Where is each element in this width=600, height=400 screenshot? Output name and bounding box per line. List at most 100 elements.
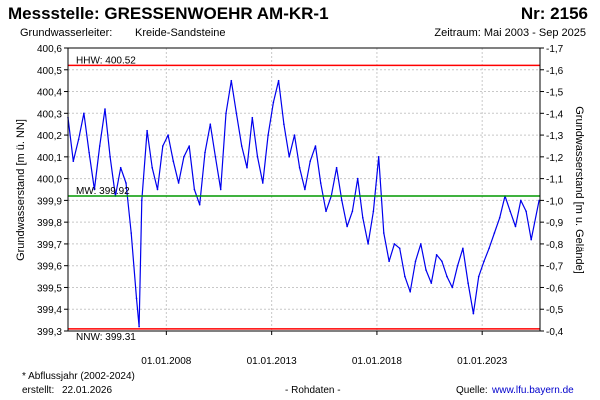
data-point xyxy=(162,145,164,147)
data-point xyxy=(404,275,406,278)
y-tick-label: 399,6 xyxy=(37,262,62,273)
y2-tick-label: -1,1 xyxy=(546,175,564,186)
data-point xyxy=(125,182,127,184)
data-point xyxy=(230,79,233,82)
data-point xyxy=(130,232,132,234)
station-number: Nr: 2156 xyxy=(520,4,588,23)
data-point xyxy=(377,156,380,158)
data-point xyxy=(183,156,185,158)
data-point xyxy=(498,217,501,219)
y-tick-label: 400,6 xyxy=(37,44,62,55)
data-point xyxy=(309,160,312,162)
data-point xyxy=(335,166,338,169)
x-tick-label: 01.01.2023 xyxy=(457,356,507,367)
data-point xyxy=(177,182,180,184)
data-point xyxy=(262,182,264,184)
y2-tick-label: -1,3 xyxy=(546,131,564,142)
data-point xyxy=(393,243,396,245)
data-point xyxy=(441,260,443,263)
data-point xyxy=(456,264,459,267)
data-point xyxy=(509,210,512,213)
reference-line-label: NNW: 399.31 xyxy=(76,332,136,343)
data-point xyxy=(477,275,480,278)
data-point xyxy=(520,199,522,202)
data-point xyxy=(93,188,96,191)
data-point xyxy=(141,199,143,202)
data-point xyxy=(204,151,206,154)
data-point xyxy=(383,232,385,234)
y2-tick-label: -1,4 xyxy=(546,109,564,120)
footnote: * Abflussjahr (2002-2024) xyxy=(22,371,135,382)
y-tick-label: 400,1 xyxy=(37,153,62,164)
data-point xyxy=(246,166,248,169)
y2-tick-label: -1,0 xyxy=(546,196,564,207)
data-point xyxy=(398,247,401,250)
y2-tick-label: -1,2 xyxy=(546,153,564,164)
y-tick-label: 400,2 xyxy=(37,131,62,142)
y-axis-label: Grundwasserstand [m ü. NN] xyxy=(15,119,27,261)
data-point xyxy=(462,247,464,250)
y-tick-label: 400,0 xyxy=(37,175,62,186)
data-point xyxy=(467,282,469,284)
data-point xyxy=(77,138,80,141)
period-label: Zeitraum: Mai 2003 - Sep 2025 xyxy=(434,27,586,39)
data-point xyxy=(420,243,422,245)
y2-tick-label: -0,9 xyxy=(546,218,564,229)
created-date: 22.01.2026 xyxy=(62,385,113,396)
x-tick-label: 01.01.2018 xyxy=(352,356,402,367)
data-point xyxy=(167,134,169,136)
data-point xyxy=(435,254,438,256)
data-point xyxy=(193,188,196,191)
data-point xyxy=(251,116,254,119)
data-point xyxy=(135,297,138,300)
data-point xyxy=(146,129,148,132)
data-point xyxy=(198,203,201,206)
plot-frame xyxy=(67,47,541,332)
y-tick-label: 400,4 xyxy=(37,88,62,99)
y2-tick-label: -0,8 xyxy=(546,240,564,251)
data-point xyxy=(214,156,217,158)
y2-tick-label: -0,7 xyxy=(546,262,564,273)
created-label: erstellt: xyxy=(22,385,55,396)
raw-data-note: - Rohdaten - xyxy=(285,385,341,396)
data-point xyxy=(488,247,490,250)
data-point xyxy=(272,101,275,104)
data-point xyxy=(319,182,322,184)
data-point xyxy=(88,151,90,154)
data-point xyxy=(104,108,106,110)
data-point xyxy=(304,188,306,191)
data-point xyxy=(288,156,291,158)
data-point xyxy=(430,282,433,284)
data-point xyxy=(493,232,496,234)
y-tick-label: 400,5 xyxy=(37,66,62,77)
source-link[interactable]: www.lfu.bayern.de xyxy=(492,385,574,396)
source-label: Quelle: xyxy=(456,385,488,396)
data-point xyxy=(351,210,354,213)
page-title: Messstelle: GRESSENWOEHR AM-KR-1 xyxy=(8,4,329,23)
data-point xyxy=(346,225,348,228)
data-point xyxy=(277,79,280,82)
data-point xyxy=(367,243,369,245)
data-point xyxy=(341,199,343,202)
data-point xyxy=(235,112,238,115)
data-point xyxy=(83,112,85,115)
data-point xyxy=(298,166,301,169)
data-point xyxy=(514,225,517,228)
series-line xyxy=(67,80,540,328)
aquifer-value: Kreide-Sandsteine xyxy=(135,27,226,39)
data-point xyxy=(483,260,485,263)
data-point xyxy=(325,210,327,213)
data-point xyxy=(98,145,101,147)
data-point xyxy=(362,217,364,219)
y2-tick-label: -1,6 xyxy=(546,66,564,77)
data-point xyxy=(109,156,111,158)
data-point xyxy=(314,145,317,147)
data-point xyxy=(472,312,475,315)
y2-tick-label: -0,6 xyxy=(546,283,564,294)
data-point xyxy=(209,123,212,125)
data-point xyxy=(240,145,243,147)
y2-axis-label: Grundwasserstand [m u. Gelände] xyxy=(573,106,585,274)
aquifer-label: Grundwasserleiter: xyxy=(20,27,113,39)
data-point xyxy=(446,275,448,278)
reference-line-label: HHW: 400.52 xyxy=(76,55,136,66)
